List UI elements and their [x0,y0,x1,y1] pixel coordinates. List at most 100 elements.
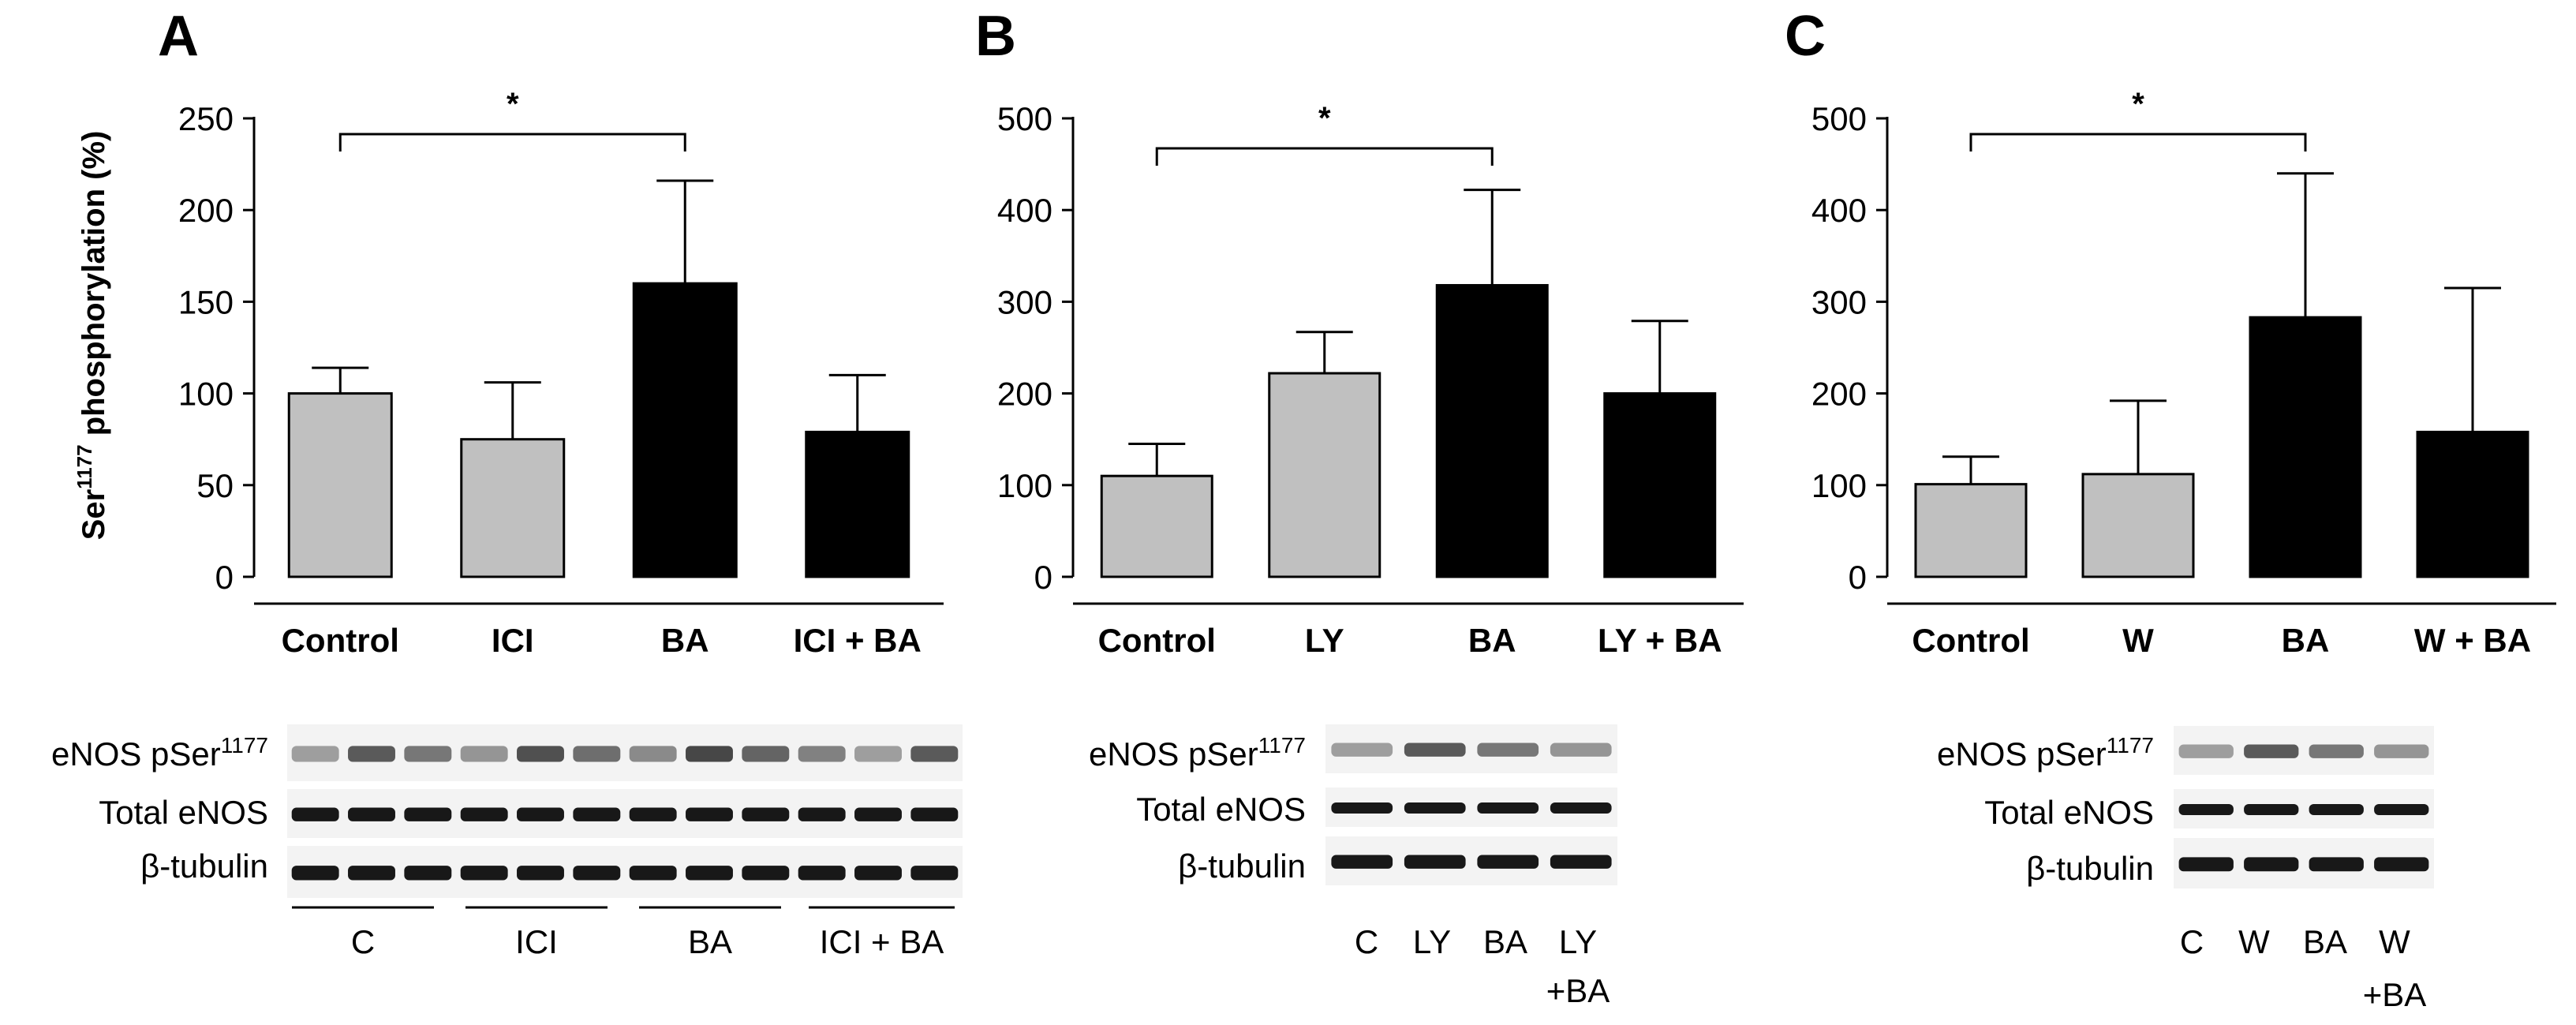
blot-band [348,746,395,762]
y-axis-label-sup: 1177 [73,444,96,488]
blot-row-label-text: Total eNOS [99,794,268,831]
significance-bracket [1155,147,1494,166]
blot-band [2374,744,2429,758]
blot-band [2244,744,2299,758]
y-tick-label: 0 [1034,559,1052,596]
blot-row-label: eNOS pSer1177 [1937,733,2154,772]
bar [2081,473,2195,578]
blot-row-label: eNOS pSer1177 [1089,733,1306,772]
category-label: LY [1305,622,1344,659]
y-tick-label: 400 [1811,192,1867,229]
blot-row-label-text: Total eNOS [1136,791,1306,828]
blot-band [629,746,677,762]
lane-label: +BA [1546,972,1610,1009]
blot-row-label: Total eNOS [1136,791,1306,828]
bar [460,438,566,578]
blot-band [629,807,677,821]
blot-row-label-sup: 1177 [2107,733,2154,758]
significance-bracket [1969,133,2307,152]
blot-band [1477,855,1539,869]
y-tick-label: 100 [1811,467,1867,504]
blot-row-label: β-tubulin [1178,847,1306,885]
blot-band [2374,857,2429,872]
blot-band [1477,743,1539,757]
blot-row-label-text: eNOS pSer [51,735,221,772]
panel-letter-c: C [1785,5,1826,68]
bar [1914,483,2028,578]
panel-letter-b: B [975,5,1016,68]
blot-row-label: β-tubulin [2026,850,2154,887]
y-tick-label: 500 [1811,100,1867,137]
blot-row-label-sup: 1177 [221,733,268,758]
blot-band [2309,744,2364,758]
blot-band [460,746,508,762]
western-blot-a: eNOS pSer1177 Total eNOS β-tubulin C ICI BA IC… [51,724,963,960]
blot-row-label-text: eNOS pSer [1937,735,2107,772]
blot-row-label-text: β-tubulin [140,847,268,885]
blot-band [854,746,902,762]
blot-band [798,746,846,762]
blot-row-label-sup: 1177 [1258,733,1306,758]
blot-band [460,807,508,821]
category-label: Control [282,622,399,659]
category-label: ICI + BA [794,622,922,659]
blot-band [2309,804,2364,815]
significance-label: * [1318,101,1331,136]
y-tick-label: 150 [178,283,234,320]
y-tick-label: 400 [997,192,1052,229]
y-axis-label-suffix: phosphorylation (%) [77,131,111,445]
blot-row-label: Total eNOS [1984,794,2154,831]
bar-chart-a: 0 50 100 150 200 250 Control ICI BA ICI + BA * [178,87,944,659]
blot-band [460,866,508,881]
panel-b: B 0 100 200 300 400 500 Control LY BA LY + BA * eN… [975,5,1744,1009]
blot-band [1331,802,1393,814]
bar [1603,392,1717,578]
lane-group-label: ICI [515,923,558,960]
blot-band [910,807,959,821]
lane-label: BA [1483,923,1527,960]
lane-label: C [2180,923,2204,960]
blot-band [2178,804,2234,815]
lane-label: C [1355,923,1378,960]
category-label: ICI [492,622,534,659]
lane-group-label: BA [688,923,732,960]
blot-band [1331,855,1393,869]
category-label: LY + BA [1598,622,1722,659]
blot-band [2244,804,2299,815]
y-tick-label: 200 [997,376,1052,413]
blot-row-label-text: Total eNOS [1984,794,2154,831]
lane-group-label: C [351,923,375,960]
y-tick-label: 0 [1849,559,1867,596]
y-tick-label: 100 [178,376,234,413]
blot-band [291,866,339,881]
blot-row-label-text: eNOS pSer [1089,735,1258,772]
blot-band [742,807,790,821]
blot-band [573,866,621,881]
bar [2416,430,2529,578]
blot-band [2309,857,2364,872]
blot-band [854,866,902,881]
lane-label: BA [2303,923,2347,960]
bar [1268,372,1381,578]
significance-label: * [2132,87,2144,122]
western-blot-b: eNOS pSer1177 Total eNOS β-tubulin C LY BA LY +… [1089,724,1617,1009]
blot-band [686,807,733,821]
lane-label: +BA [2363,976,2427,1013]
blot-band [629,866,677,881]
blot-membrane [287,724,963,781]
blot-band [404,866,452,881]
significance-bracket [338,133,686,152]
bar-chart-c: 0 100 200 300 400 500 Control W BA W + BA * [1811,87,2556,659]
lane-group-label: ICI + BA [820,923,944,960]
blot-row-label-text: β-tubulin [1178,847,1306,885]
y-tick-label: 300 [997,283,1052,320]
y-tick-label: 0 [215,559,234,596]
lane-label: LY [1413,923,1451,960]
y-axis-label: Ser1177 phosphorylation (%) [73,131,111,541]
y-tick-label: 100 [997,467,1052,504]
blot-band [910,746,959,762]
y-tick-label: 250 [178,100,234,137]
blot-membrane [287,846,963,898]
blot-band [291,807,339,821]
